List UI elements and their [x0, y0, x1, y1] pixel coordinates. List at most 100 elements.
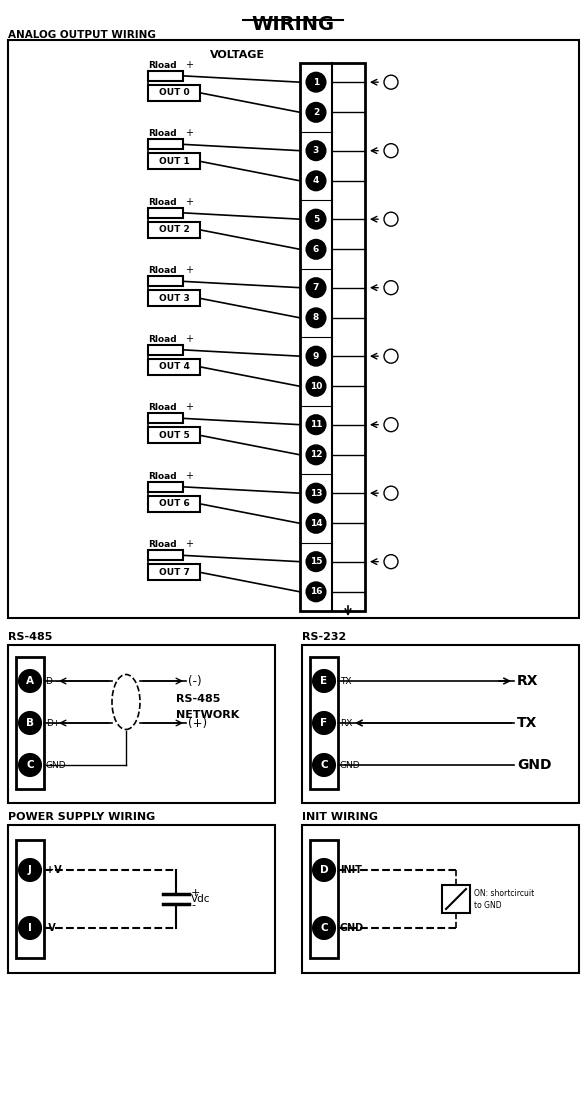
Circle shape: [306, 514, 326, 533]
Text: GND: GND: [517, 758, 552, 772]
Text: 9: 9: [313, 351, 319, 360]
Text: 7: 7: [313, 284, 319, 292]
Circle shape: [19, 671, 41, 692]
Text: +: +: [185, 403, 193, 413]
Circle shape: [306, 415, 326, 434]
Text: +: +: [185, 334, 193, 344]
Text: +: +: [185, 197, 193, 207]
Bar: [8, 645, 275, 803]
Text: OUT 5: OUT 5: [158, 430, 190, 440]
Bar: [300, 63, 365, 610]
Text: Rload: Rload: [148, 267, 177, 276]
Circle shape: [384, 555, 398, 568]
Text: +: +: [191, 888, 200, 898]
Text: D+: D+: [46, 718, 60, 727]
Text: RS-485: RS-485: [8, 632, 52, 642]
Circle shape: [306, 240, 326, 259]
Circle shape: [384, 212, 398, 226]
Text: +V: +V: [46, 865, 62, 875]
Text: Vdc: Vdc: [191, 894, 211, 904]
Text: 11: 11: [310, 420, 322, 429]
Circle shape: [19, 712, 41, 734]
Bar: [148, 277, 183, 287]
Circle shape: [384, 280, 398, 295]
Text: Rload: Rload: [148, 540, 177, 549]
Bar: [148, 427, 200, 444]
Text: Rload: Rload: [148, 198, 177, 207]
Text: 10: 10: [310, 381, 322, 390]
Text: C: C: [320, 923, 328, 933]
Circle shape: [306, 171, 326, 190]
Circle shape: [306, 583, 326, 602]
Circle shape: [313, 754, 335, 776]
Bar: [148, 208, 183, 218]
Ellipse shape: [112, 675, 140, 729]
Bar: [148, 222, 200, 238]
Text: GND: GND: [46, 761, 67, 770]
Text: OUT 1: OUT 1: [158, 157, 190, 166]
Text: 8: 8: [313, 314, 319, 322]
Circle shape: [306, 445, 326, 465]
Text: RX: RX: [340, 718, 352, 727]
Text: B: B: [26, 718, 34, 728]
Circle shape: [384, 486, 398, 500]
Text: +: +: [185, 470, 193, 480]
Text: Rload: Rload: [148, 129, 177, 138]
Text: D: D: [320, 865, 328, 875]
Text: Rload: Rload: [148, 61, 177, 70]
Text: ANALOG OUTPUT WIRING: ANALOG OUTPUT WIRING: [8, 30, 156, 40]
Circle shape: [306, 377, 326, 396]
Bar: [310, 840, 338, 959]
Text: -V: -V: [46, 923, 57, 933]
Text: (+): (+): [188, 716, 207, 729]
Circle shape: [306, 72, 326, 91]
Text: 3: 3: [313, 146, 319, 156]
Bar: [148, 565, 200, 580]
Bar: [148, 139, 183, 149]
Bar: [442, 885, 470, 913]
Circle shape: [306, 141, 326, 160]
Text: TX: TX: [340, 676, 352, 685]
Bar: [310, 657, 338, 790]
Text: 2: 2: [313, 108, 319, 117]
Text: OUT 3: OUT 3: [158, 294, 190, 302]
Text: +: +: [185, 60, 193, 70]
Circle shape: [306, 210, 326, 229]
Circle shape: [19, 754, 41, 776]
Circle shape: [19, 917, 41, 939]
Text: OUT 6: OUT 6: [158, 499, 190, 508]
Text: TX: TX: [517, 716, 537, 729]
Text: 16: 16: [310, 587, 322, 596]
Circle shape: [313, 858, 335, 881]
Circle shape: [384, 418, 398, 431]
Bar: [148, 496, 200, 512]
Bar: [8, 825, 275, 973]
Text: VOLTAGE: VOLTAGE: [210, 50, 265, 60]
Text: Rload: Rload: [148, 471, 177, 480]
Bar: [148, 345, 183, 355]
Bar: [148, 153, 200, 169]
Circle shape: [306, 347, 326, 366]
Bar: [302, 645, 579, 803]
Text: -: -: [191, 900, 195, 910]
Text: E: E: [321, 676, 328, 686]
Text: RS-232: RS-232: [302, 632, 346, 642]
Bar: [148, 359, 200, 375]
Text: RS-485: RS-485: [176, 694, 220, 704]
Circle shape: [306, 308, 326, 327]
Text: +: +: [185, 266, 193, 276]
Bar: [148, 550, 183, 560]
Text: OUT 7: OUT 7: [158, 568, 190, 577]
Text: OUT 4: OUT 4: [158, 363, 190, 371]
Circle shape: [384, 349, 398, 364]
Circle shape: [384, 143, 398, 158]
Bar: [16, 657, 44, 790]
Circle shape: [313, 917, 335, 939]
Bar: [148, 85, 200, 101]
Circle shape: [313, 712, 335, 734]
Text: J: J: [28, 865, 32, 875]
Bar: [148, 414, 183, 424]
Text: INIT WIRING: INIT WIRING: [302, 812, 378, 822]
Text: 6: 6: [313, 245, 319, 254]
Bar: [148, 481, 183, 492]
